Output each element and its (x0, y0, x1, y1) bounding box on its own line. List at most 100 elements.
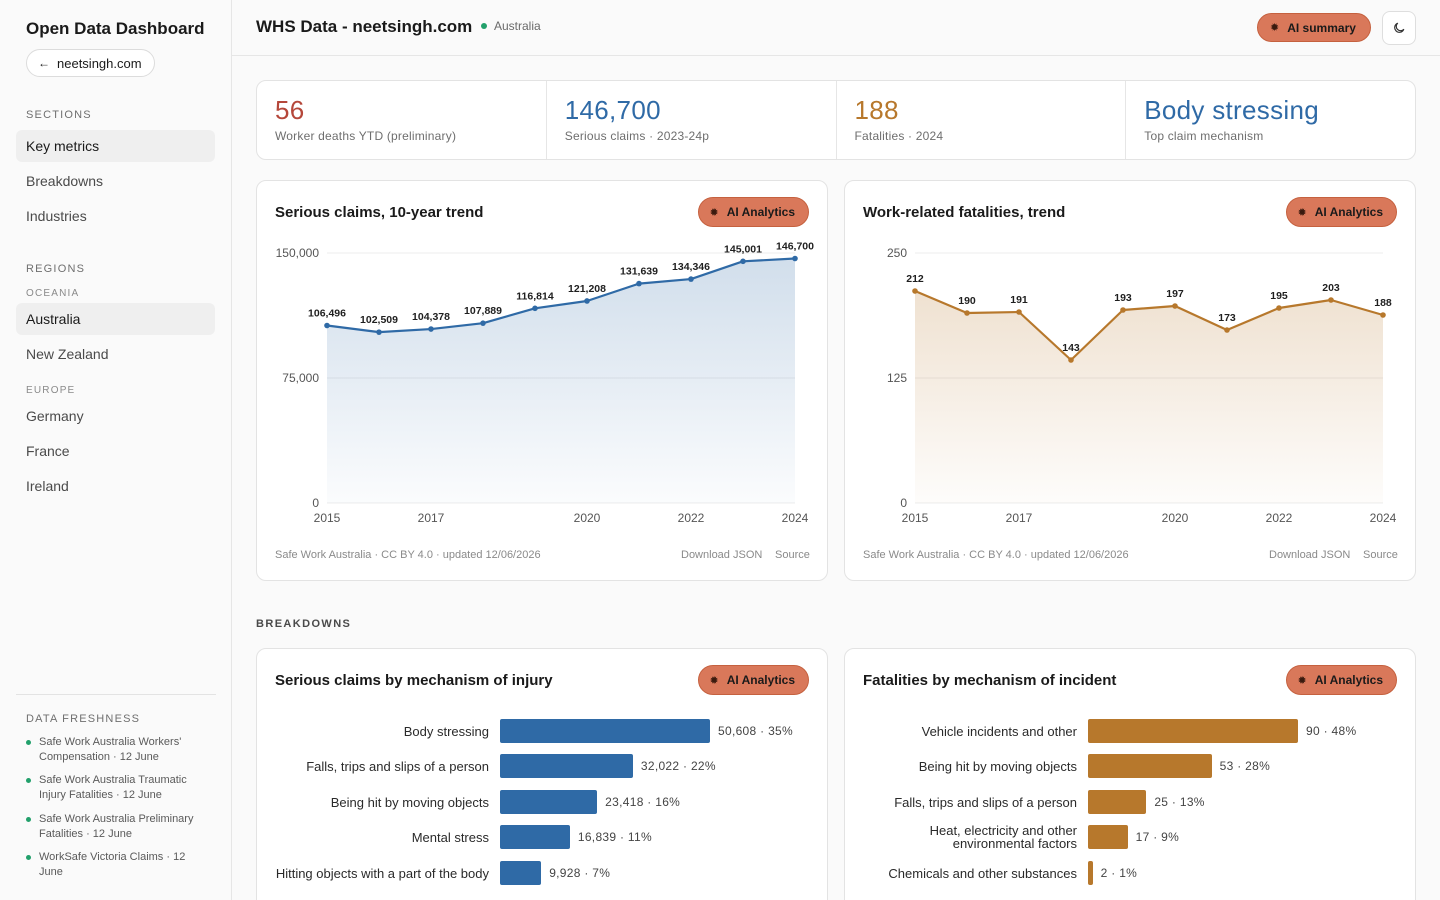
data-label: 134,346 (672, 261, 710, 273)
fatalities-by-mechanism-card: Fatalities by mechanism of incident ✹ AI… (844, 648, 1416, 900)
data-label: 190 (958, 295, 976, 307)
kpi-label: Fatalities · 2024 (854, 129, 944, 143)
freshness-item: Safe Work Australia Preliminary Fataliti… (26, 812, 206, 842)
data-point (1328, 297, 1334, 303)
source-note: Safe Work Australia · CC BY 4.0 · update… (275, 549, 541, 561)
kpi-label: Top claim mechanism (1144, 129, 1264, 143)
ai-summary-button[interactable]: ✹ AI summary (1257, 13, 1371, 42)
data-label: 195 (1270, 290, 1288, 302)
status-dot-icon (26, 740, 31, 745)
bar-value-label: 17 · 9% (1135, 830, 1180, 844)
data-point (1016, 309, 1022, 315)
download-json-link[interactable]: Download JSON (1269, 549, 1351, 561)
series-area (327, 258, 795, 503)
kpi-fatalities: 188 Fatalities · 2024 (837, 81, 1127, 159)
bar-category-label: Mental stress (411, 829, 489, 845)
series-line (326, 257, 796, 334)
bar-category-label: Being hit by moving objects (330, 794, 489, 810)
data-label: 145,001 (724, 243, 762, 255)
sidebar: Open Data Dashboard ← neetsingh.com SECT… (0, 0, 232, 900)
kpi-top-mechanism: Body stressing Top claim mechanism (1126, 81, 1415, 159)
ai-summary-label: AI summary (1287, 20, 1356, 35)
sidebar-item-breakdowns[interactable]: Breakdowns (26, 173, 104, 189)
source-link[interactable]: Source (1363, 549, 1398, 561)
y-tick-label: 0 (312, 496, 319, 510)
freshness-item: WorkSafe Victoria Claims · 12 June (26, 850, 206, 880)
bar (1088, 825, 1128, 849)
bar-row: Being hit by moving objects 53 · 28% (845, 754, 1415, 778)
sidebar-item-key-metrics[interactable]: Key metrics (16, 130, 215, 162)
data-point (688, 276, 694, 282)
sidebar-item-new-zealand[interactable]: New Zealand (26, 346, 109, 362)
ai-analytics-button[interactable]: ✹ AI Analytics (1285, 665, 1397, 695)
sidebar-item-ireland[interactable]: Ireland (26, 478, 69, 494)
ai-analytics-button[interactable]: ✹ AI Analytics (697, 197, 809, 227)
download-json-link[interactable]: Download JSON (681, 549, 763, 561)
back-link-button[interactable]: ← neetsingh.com (26, 49, 155, 77)
data-point (636, 280, 642, 287)
kpi-worker-deaths: 56 Worker deaths YTD (preliminary) (257, 81, 547, 159)
sparkle-icon: ✹ (1297, 206, 1307, 219)
data-point (792, 255, 798, 262)
breakdowns-section-title: BREAKDOWNS (256, 618, 352, 630)
data-label: 131,639 (620, 266, 658, 278)
bar (1088, 790, 1147, 814)
kpi-value: Body stressing (1144, 95, 1319, 125)
x-tick-label: 2015 (314, 511, 341, 525)
freshness-item: Safe Work Australia Workers' Compensatio… (26, 735, 206, 765)
sparkle-icon: ✹ (1270, 22, 1280, 34)
data-point (1224, 327, 1230, 333)
series-area (915, 291, 1383, 503)
data-point (532, 305, 538, 312)
sections-label: SECTIONS (26, 109, 92, 121)
bar-value-label: 9,928 · 7% (549, 866, 611, 880)
bar-value-label: 53 · 28% (1219, 759, 1271, 773)
data-label: 146,700 (776, 241, 814, 253)
ai-analytics-button[interactable]: ✹ AI Analytics (697, 665, 809, 695)
moon-icon (1394, 22, 1405, 33)
status-dot-icon (26, 817, 31, 822)
bar-value-label: 25 · 13% (1154, 795, 1205, 809)
data-label: 116,814 (516, 290, 554, 302)
sidebar-item-industries[interactable]: Industries (26, 208, 87, 224)
data-label: 203 (1322, 282, 1340, 294)
europe-label: EUROPE (26, 385, 76, 396)
bar-value-label: 2 · 1% (1100, 866, 1138, 880)
series-line (914, 289, 1384, 362)
status-dot-icon (26, 778, 31, 783)
x-tick-label: 2022 (1266, 511, 1293, 525)
bar-row: Being hit by moving objects 23,418 · 16% (257, 790, 827, 814)
bar (500, 754, 633, 778)
kpi-label: Serious claims · 2023-24p (564, 129, 710, 143)
data-label: 173 (1218, 312, 1236, 324)
y-tick-label: 150,000 (276, 246, 320, 260)
sidebar-divider (16, 694, 216, 695)
region-badge: Australia (481, 19, 541, 33)
sparkle-icon: ✹ (709, 674, 719, 687)
bar (1088, 754, 1212, 778)
sidebar-item-australia[interactable]: Australia (16, 303, 215, 335)
bar-row: Body stressing 50,608 · 35% (257, 719, 827, 743)
x-tick-label: 2022 (678, 511, 705, 525)
source-link[interactable]: Source (775, 549, 810, 561)
bar-category-label: Chemicals and other substances (888, 865, 1077, 881)
data-point (480, 320, 486, 326)
data-label: 143 (1062, 342, 1080, 354)
status-dot-icon (481, 23, 487, 29)
card-title: Serious claims, 10-year trend (275, 204, 484, 221)
sidebar-item-france[interactable]: France (26, 443, 70, 459)
y-tick-label: 125 (887, 371, 907, 385)
y-tick-label: 0 (900, 496, 907, 510)
bar-category-label: Hitting objects with a part of the body (275, 865, 489, 881)
data-point (964, 310, 970, 316)
sidebar-item-germany[interactable]: Germany (26, 408, 84, 424)
theme-toggle-button[interactable] (1382, 11, 1416, 45)
data-label: 193 (1114, 292, 1132, 304)
fatalities-trend-chart: 0 125 250 2015 2017 2020 2022 2024 212 190 191 143 1… (887, 246, 1397, 525)
arrow-left-icon: ← (38, 56, 50, 70)
bar-row: Chemicals and other substances 2 · 1% (845, 861, 1415, 885)
y-tick-label: 75,000 (282, 371, 319, 385)
bar (500, 861, 542, 885)
data-point (428, 326, 434, 332)
ai-analytics-button[interactable]: ✹ AI Analytics (1285, 197, 1397, 227)
